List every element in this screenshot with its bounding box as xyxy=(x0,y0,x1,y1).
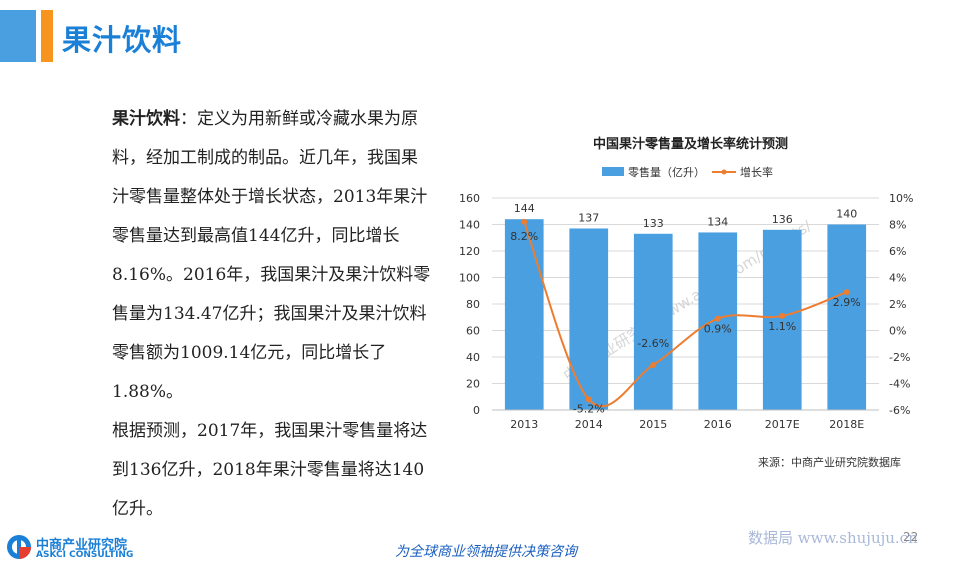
x-tick-label: 2018E xyxy=(829,418,864,431)
y-tick-label: 60 xyxy=(466,325,480,338)
growth-rate-label: 8.2% xyxy=(510,230,538,243)
growth-rate-point xyxy=(650,361,657,368)
page-number: 22 xyxy=(903,530,919,544)
y2-tick-label: 8% xyxy=(889,219,906,232)
paragraph-1-lead: 果汁饮料 xyxy=(112,109,180,129)
growth-rate-point xyxy=(585,396,592,403)
x-tick-label: 2015 xyxy=(639,418,667,431)
y2-tick-label: 4% xyxy=(889,272,906,285)
y-tick-label: 100 xyxy=(459,272,480,285)
x-tick-label: 2013 xyxy=(510,418,538,431)
growth-rate-point xyxy=(843,289,850,296)
y-tick-label: 0 xyxy=(473,404,480,417)
growth-rate-label: 2.9% xyxy=(833,296,861,309)
y2-tick-label: 10% xyxy=(889,192,913,205)
y-tick-label: 160 xyxy=(459,192,480,205)
bar-value-label: 136 xyxy=(772,213,793,226)
paragraph-1-text: ：定义为用新鲜或冷藏水果为原料，经加工制成的制品。近几年，我国果汁零售量整体处于… xyxy=(112,109,431,402)
logo-cn-text: 中商产业研究院 xyxy=(36,538,128,553)
y2-tick-label: 0% xyxy=(889,325,906,338)
y2-tick-label: 6% xyxy=(889,245,906,258)
title-accent-orange xyxy=(41,10,53,62)
logo-icon xyxy=(7,535,31,559)
growth-rate-label: 1.1% xyxy=(768,320,796,333)
title-accent-blue xyxy=(0,10,36,62)
y2-tick-label: -6% xyxy=(889,404,910,417)
bar-value-label: 134 xyxy=(707,215,728,228)
y2-tick-label: 2% xyxy=(889,298,906,311)
growth-rate-label: 0.9% xyxy=(704,323,732,336)
bar xyxy=(827,224,867,410)
company-logo: 中商产业研究院 ASKCI CONSULTING xyxy=(6,534,134,562)
bar xyxy=(569,228,609,410)
growth-rate-point xyxy=(779,312,786,319)
bar xyxy=(504,219,544,410)
x-tick-label: 2016 xyxy=(704,418,732,431)
y2-tick-label: -4% xyxy=(889,378,910,391)
x-tick-label: 2017E xyxy=(765,418,800,431)
bar xyxy=(762,229,802,410)
page-title: 果汁饮料 xyxy=(62,23,183,57)
legend-label-line: 增长率 xyxy=(740,165,773,179)
growth-rate-label: -5.2% xyxy=(573,402,605,415)
growth-rate-point xyxy=(714,315,721,322)
legend-marker-line xyxy=(721,169,727,175)
y-tick-label: 140 xyxy=(459,219,480,232)
bar-value-label: 133 xyxy=(643,217,664,230)
paragraph-2: 根据预测，2017年，我国果汁零售量将达到136亿升，2018年果汁零售量将达1… xyxy=(112,421,428,519)
legend-label-bars: 零售量（亿升） xyxy=(628,165,705,179)
y-tick-label: 20 xyxy=(466,378,480,391)
y2-tick-label: -2% xyxy=(889,351,910,364)
growth-rate-point xyxy=(521,218,528,225)
body-text: 果汁饮料：定义为用新鲜或冷藏水果为原料，经加工制成的制品。近几年，我国果汁零售量… xyxy=(62,100,434,529)
bar-value-label: 144 xyxy=(514,202,535,215)
growth-rate-label: -2.6% xyxy=(637,337,669,350)
chart-title: 中国果汁零售量及增长率统计预测 xyxy=(593,136,788,152)
bar xyxy=(633,233,673,410)
y-tick-label: 120 xyxy=(459,245,480,258)
legend-swatch-bars xyxy=(602,167,624,176)
paragraph-1: 果汁饮料：定义为用新鲜或冷藏水果为原料，经加工制成的制品。近几年，我国果汁零售量… xyxy=(62,100,434,412)
x-tick-label: 2014 xyxy=(575,418,603,431)
site-watermark: 数据局 www.shujuju.cn xyxy=(748,529,918,547)
slogan: 为全球商业领袖提供决策咨询 xyxy=(395,544,577,560)
y-tick-label: 40 xyxy=(466,351,480,364)
logo-en-text: ASKCI CONSULTING xyxy=(36,550,134,560)
bar-value-label: 140 xyxy=(836,208,857,221)
bar-value-label: 137 xyxy=(578,211,599,224)
y-tick-label: 80 xyxy=(466,298,480,311)
source-note: 来源：中商产业研究院数据库 xyxy=(758,456,901,469)
